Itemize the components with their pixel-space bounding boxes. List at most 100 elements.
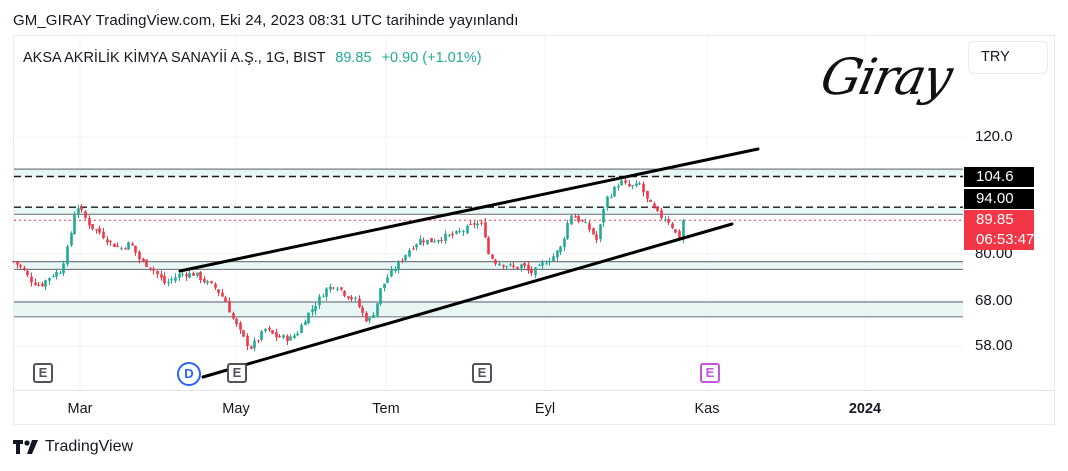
candle-up bbox=[466, 225, 469, 233]
candle-up bbox=[563, 238, 566, 248]
candle-up bbox=[455, 231, 458, 234]
candle-up bbox=[376, 303, 379, 316]
candle-down bbox=[203, 278, 206, 283]
candle-up bbox=[300, 325, 303, 334]
candle-up bbox=[304, 321, 307, 326]
candle-down bbox=[516, 266, 519, 269]
candle-up bbox=[620, 180, 623, 186]
candle-up bbox=[505, 266, 508, 268]
time-axis-label: 2024 bbox=[848, 401, 882, 417]
candle-up bbox=[606, 196, 609, 208]
candle-up bbox=[307, 312, 310, 323]
support-resistance-band bbox=[14, 301, 963, 317]
candle-up bbox=[260, 331, 263, 340]
candle-down bbox=[480, 222, 483, 224]
candle-up bbox=[419, 238, 422, 245]
candle-down bbox=[595, 234, 598, 240]
candle-up bbox=[631, 185, 634, 187]
candle-up bbox=[498, 263, 501, 266]
candle-down bbox=[484, 222, 487, 238]
candle-up bbox=[77, 208, 80, 214]
last-price: 89.85 bbox=[335, 50, 372, 66]
price-axis-label: 58.00 bbox=[975, 337, 1013, 354]
candle-down bbox=[502, 264, 505, 267]
time-axis-label: May bbox=[222, 401, 250, 417]
candle-up bbox=[599, 224, 602, 240]
candle-down bbox=[116, 245, 119, 247]
candle-up bbox=[379, 288, 382, 304]
candle-up bbox=[44, 280, 47, 287]
last-price-tag: 06:53:47 bbox=[964, 230, 1034, 250]
candle-down bbox=[224, 297, 227, 302]
candle-up bbox=[372, 315, 375, 319]
candle-down bbox=[365, 312, 368, 322]
candle-up bbox=[354, 297, 357, 299]
candle-up bbox=[545, 263, 548, 265]
candle-down bbox=[343, 290, 346, 296]
candle-down bbox=[592, 228, 595, 235]
candle-up bbox=[296, 333, 299, 336]
candle-up bbox=[52, 276, 55, 278]
earnings-icon[interactable]: E bbox=[33, 363, 53, 383]
candle-down bbox=[577, 216, 580, 222]
lower-channel-trendline[interactable] bbox=[201, 222, 734, 379]
candle-down bbox=[221, 292, 224, 297]
earnings-icon[interactable]: E bbox=[700, 363, 720, 383]
candle-up bbox=[368, 317, 371, 321]
candle-up bbox=[206, 281, 209, 284]
candle-down bbox=[232, 313, 235, 319]
candle-up bbox=[282, 335, 285, 338]
candle-down bbox=[487, 237, 490, 254]
candle-down bbox=[340, 287, 343, 290]
tradingview-brand: TradingView bbox=[13, 438, 133, 456]
candle-down bbox=[332, 287, 335, 289]
candle-down bbox=[660, 210, 663, 219]
candle-up bbox=[73, 214, 76, 235]
candle-up bbox=[408, 250, 411, 257]
candle-down bbox=[530, 269, 533, 274]
upper-channel-trendline[interactable] bbox=[178, 147, 760, 273]
candle-down bbox=[674, 229, 677, 233]
candle-up bbox=[462, 231, 465, 233]
candle-down bbox=[588, 223, 591, 230]
candle-up bbox=[556, 250, 559, 258]
support-resistance-band bbox=[14, 169, 963, 177]
candle-down bbox=[512, 265, 515, 267]
candle-up bbox=[181, 273, 184, 275]
candle-down bbox=[422, 240, 425, 243]
earnings-icon[interactable]: E bbox=[472, 363, 492, 383]
candle-down bbox=[34, 282, 37, 285]
candle-up bbox=[325, 288, 328, 297]
time-axis-label: Kas bbox=[694, 401, 720, 417]
earnings-icon[interactable]: E bbox=[227, 363, 247, 383]
candle-up bbox=[520, 264, 523, 269]
candle-up bbox=[196, 272, 199, 276]
time-axis-label: Mar bbox=[67, 401, 93, 417]
candle-up bbox=[458, 231, 461, 233]
candle-down bbox=[106, 239, 109, 243]
candle-down bbox=[624, 180, 627, 183]
candle-down bbox=[473, 223, 476, 225]
candle-down bbox=[156, 270, 159, 275]
currency-button[interactable]: TRY bbox=[968, 41, 1048, 74]
candle-up bbox=[170, 279, 173, 281]
candle-down bbox=[401, 260, 404, 262]
candle-up bbox=[70, 233, 73, 246]
candle-down bbox=[358, 298, 361, 308]
candle-up bbox=[318, 296, 321, 306]
brand-name: TradingView bbox=[45, 438, 134, 455]
candle-up bbox=[613, 186, 616, 197]
price-axis-label: 120.0 bbox=[975, 128, 1013, 145]
candle-up bbox=[314, 305, 317, 311]
dividend-icon[interactable]: D bbox=[177, 362, 201, 386]
candle-up bbox=[534, 267, 537, 276]
candle-down bbox=[239, 322, 242, 330]
candle-up bbox=[397, 261, 400, 271]
candle-down bbox=[347, 296, 350, 299]
candle-up bbox=[584, 222, 587, 224]
candle-down bbox=[91, 224, 94, 230]
candle-down bbox=[361, 307, 364, 313]
candle-up bbox=[264, 328, 267, 332]
candle-down bbox=[451, 233, 454, 236]
